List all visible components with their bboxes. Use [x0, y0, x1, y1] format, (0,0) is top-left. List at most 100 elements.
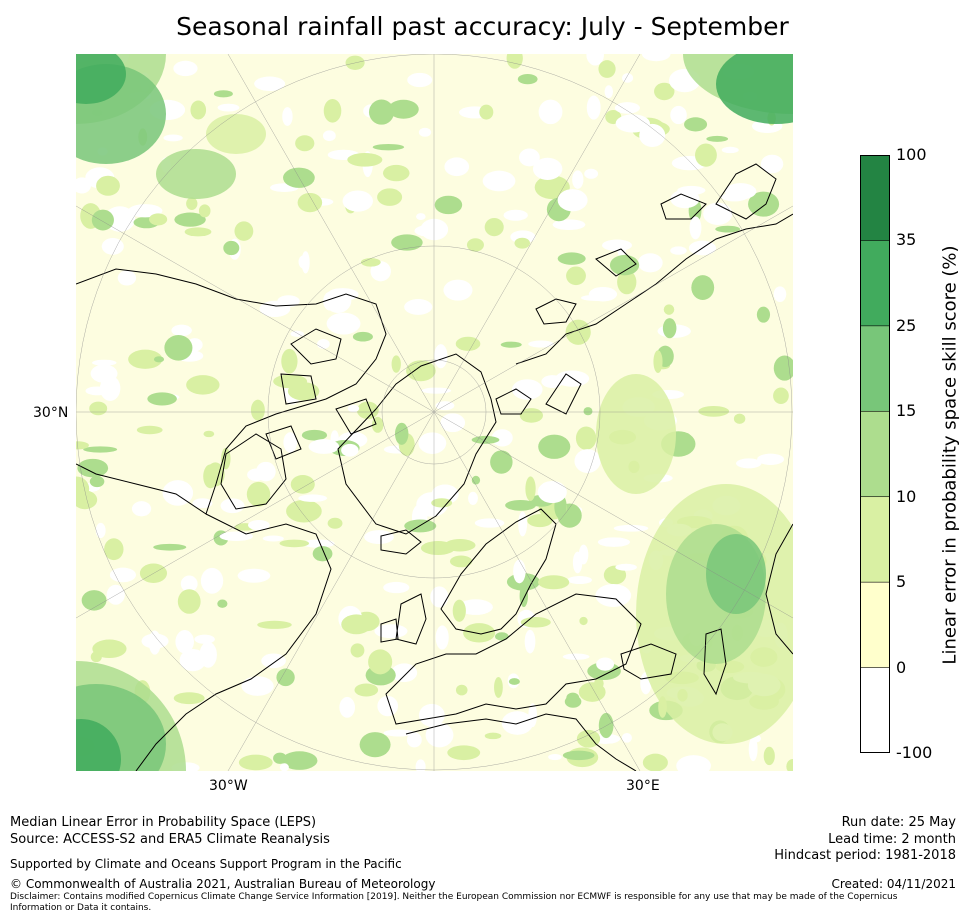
skill-patch	[391, 355, 401, 373]
skill-patch	[295, 135, 315, 152]
meridian-line	[433, 411, 641, 771]
colorbar-band	[860, 581, 890, 669]
skill-patch	[513, 559, 526, 584]
skill-patch	[653, 350, 663, 374]
skill-patch	[261, 653, 286, 669]
colorbar	[860, 155, 890, 753]
skill-patch	[377, 188, 403, 206]
skill-patch	[199, 641, 217, 668]
skill-patch	[604, 85, 614, 99]
skill-patch	[76, 177, 92, 194]
skill-patch	[691, 275, 715, 301]
skill-patch	[200, 567, 224, 594]
skill-patch	[748, 191, 780, 217]
skill-patch	[186, 375, 220, 395]
skill-patch	[586, 95, 601, 120]
colorbar-tick-label: 15	[896, 401, 917, 421]
skill-patch	[316, 338, 330, 349]
skill-patch	[341, 614, 372, 635]
skill-patches	[76, 54, 793, 771]
skill-patch	[670, 105, 687, 125]
skill-patch	[198, 204, 211, 218]
skill-patch	[153, 543, 187, 551]
skill-patch	[281, 751, 318, 770]
skill-patch	[583, 407, 593, 416]
skill-patch	[354, 683, 379, 697]
coastline-british-isles	[380, 593, 427, 645]
skill-patch	[217, 599, 228, 608]
skill-patch	[552, 219, 586, 231]
skill-patch	[220, 498, 245, 514]
skill-patch	[175, 630, 194, 654]
skill-patch	[654, 82, 675, 101]
skill-patch	[615, 114, 650, 133]
skill-patch	[173, 60, 198, 77]
skill-patch	[312, 546, 333, 562]
polar-rainfall-map	[76, 54, 793, 771]
skill-patch	[773, 355, 793, 381]
skill-patch	[406, 732, 422, 748]
skill-patch	[760, 154, 784, 174]
skill-patch	[703, 202, 733, 226]
skill-patch	[425, 722, 454, 748]
skill-patch	[89, 401, 108, 416]
skill-patch	[414, 225, 443, 237]
skill-patch	[223, 240, 240, 256]
skill-patch	[186, 197, 198, 210]
skill-patch	[621, 733, 632, 743]
skill-patch	[519, 408, 543, 423]
skill-patch	[217, 103, 240, 112]
skill-patch	[117, 270, 137, 286]
coastline-east-asia	[765, 523, 793, 655]
skill-patch	[514, 237, 531, 249]
skill-patch	[479, 104, 494, 120]
skill-patch	[179, 648, 207, 672]
coastline-iceland	[380, 529, 422, 555]
skill-patch	[171, 324, 192, 337]
skill-patch	[147, 392, 177, 406]
colorbar-label: Linear error in probability space skill …	[939, 245, 961, 665]
skill-patch	[430, 586, 449, 608]
skill-patch	[273, 374, 308, 389]
skill-patch	[525, 476, 536, 501]
lat-label-30n: 30°N	[33, 405, 69, 421]
skill-patch	[190, 100, 207, 120]
skill-patch	[257, 620, 292, 629]
skill-patch	[388, 99, 419, 119]
skill-patch	[736, 458, 762, 469]
skill-patch	[538, 434, 571, 459]
skill-patch	[277, 295, 300, 308]
skill-patch	[352, 331, 373, 342]
colorbar-band	[860, 410, 890, 498]
skill-patch	[326, 312, 361, 335]
skill-patch	[76, 441, 89, 450]
skill-patch	[281, 348, 298, 374]
skill-patch	[153, 356, 165, 363]
skill-region	[596, 374, 676, 494]
meridian-line	[227, 54, 435, 413]
skill-patch	[76, 490, 98, 510]
skill-patch	[562, 750, 595, 761]
skill-patch	[382, 164, 410, 182]
skill-patch	[383, 729, 415, 737]
run-date: Run date: 25 May	[841, 815, 956, 830]
skill-patch	[109, 567, 136, 583]
skill-patch	[415, 759, 426, 771]
colorbar-band	[860, 155, 890, 242]
skill-patch	[323, 291, 337, 311]
skill-patch	[724, 183, 757, 200]
skill-patch	[756, 306, 771, 323]
skill-patch	[641, 54, 671, 62]
skill-patch	[444, 157, 470, 177]
skill-patch	[562, 653, 590, 660]
skill-patch	[91, 209, 114, 231]
skill-patch	[131, 501, 152, 517]
coastline-hudson-bay	[220, 433, 287, 510]
coastline-north-america-east	[135, 513, 332, 771]
skill-patch	[180, 575, 198, 593]
skill-patch	[418, 432, 447, 454]
colorbar-band	[860, 240, 890, 327]
skill-patch	[527, 514, 553, 528]
footer-copyright: © Commonwealth of Australia 2021, Austra…	[10, 877, 436, 891]
colorbar-tick-label: 35	[896, 230, 917, 250]
